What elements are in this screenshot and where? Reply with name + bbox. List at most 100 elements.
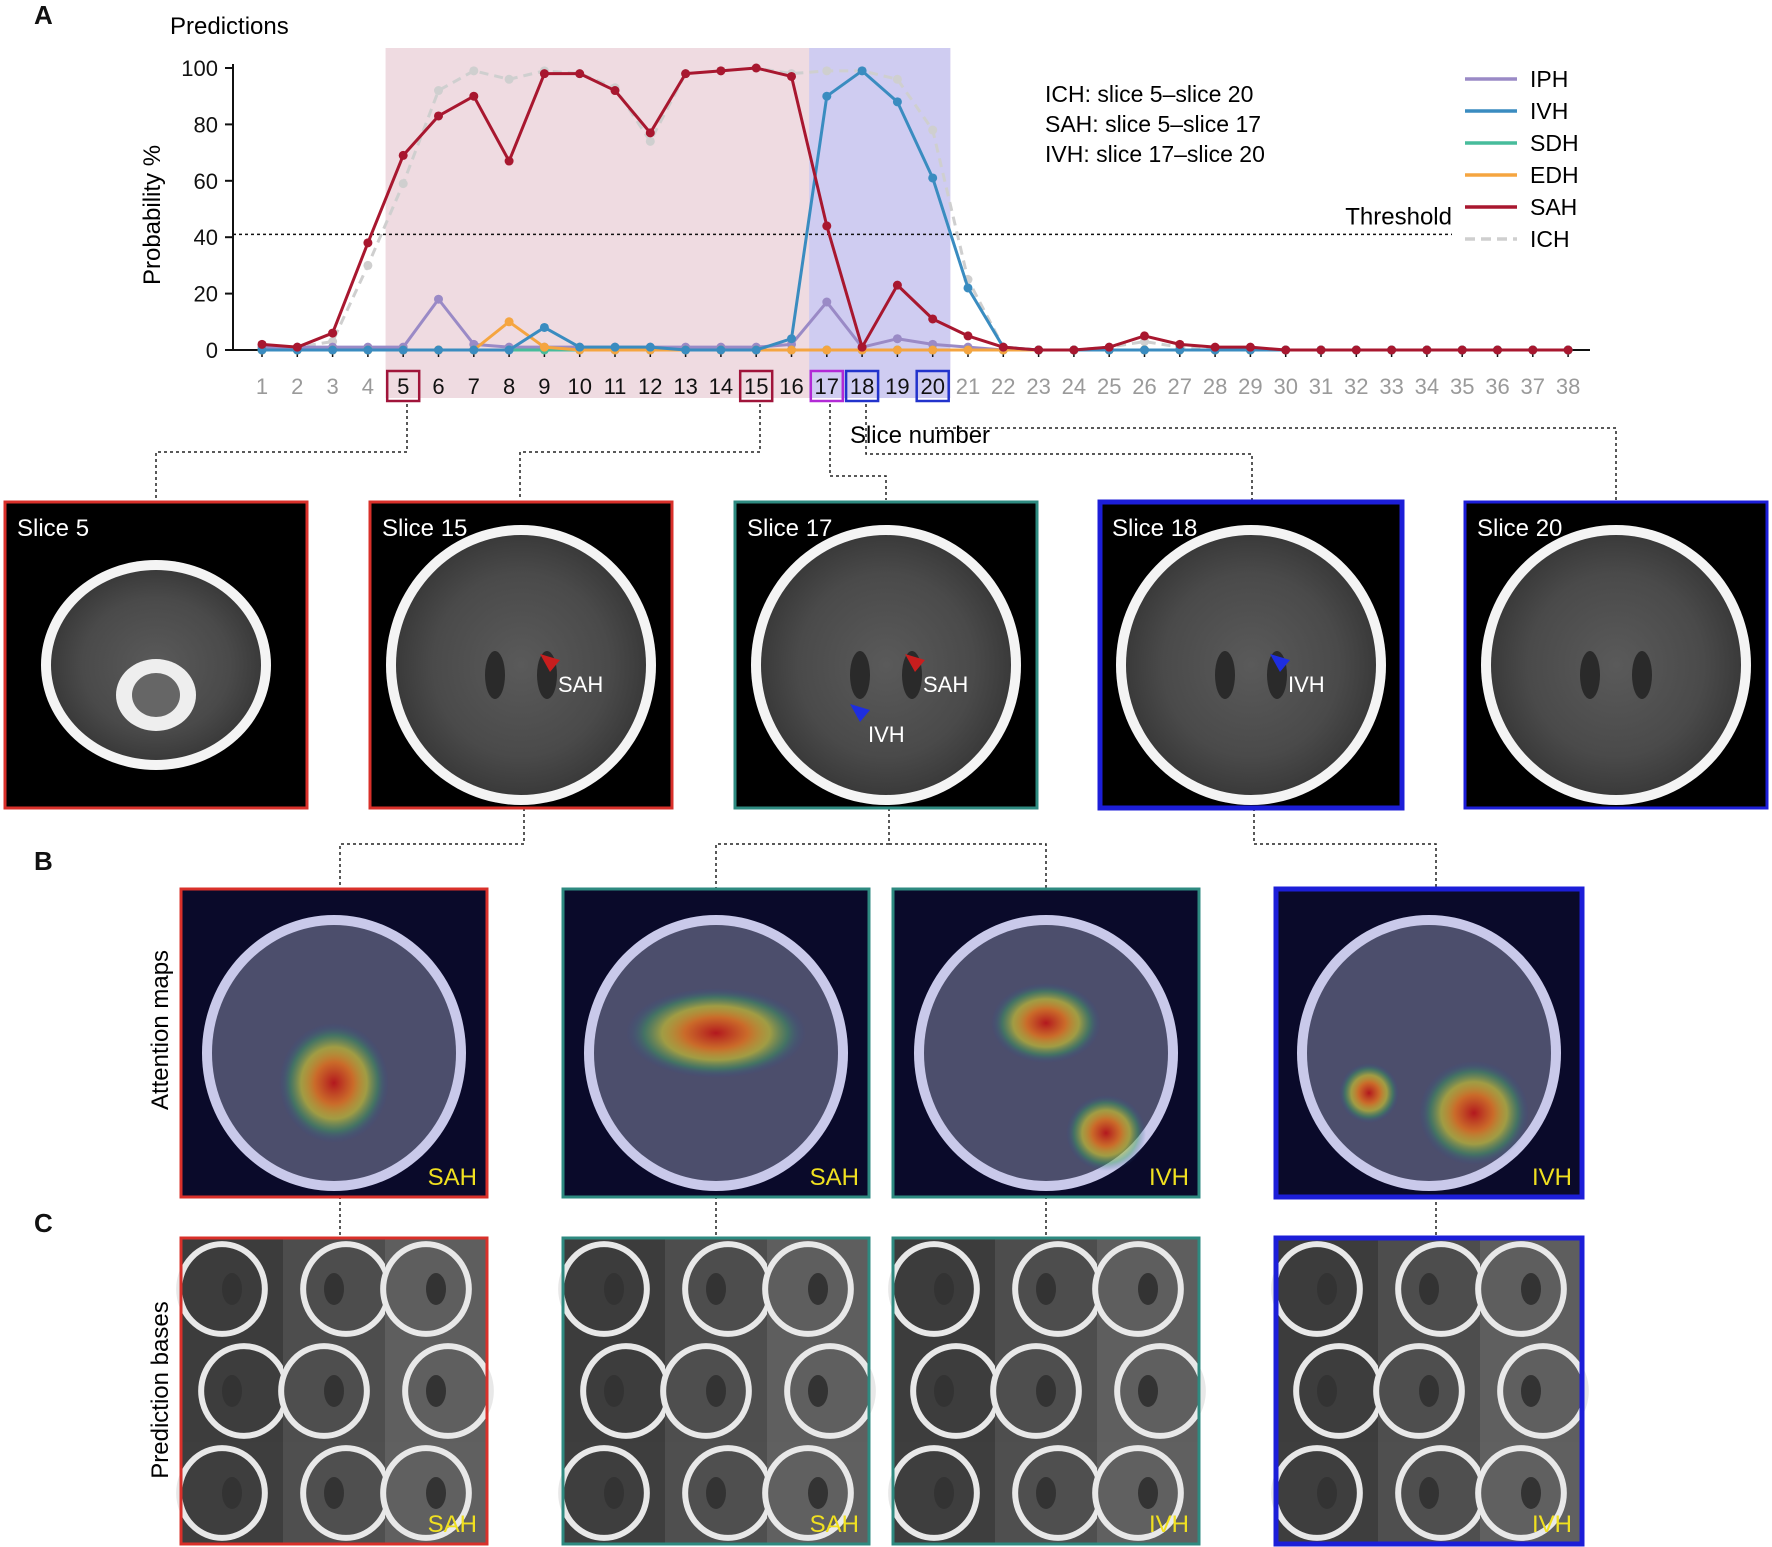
attention-panel-2: SAH <box>561 887 871 1199</box>
tile-ventricle <box>1419 1477 1439 1509</box>
tile-skull <box>1373 1343 1465 1439</box>
x-tick-label-28: 28 <box>1203 374 1227 399</box>
point-sah-17 <box>822 221 832 231</box>
tile-ventricle <box>808 1375 828 1407</box>
tile-ventricle <box>426 1375 446 1407</box>
attention-heat <box>626 988 806 1078</box>
tile-ventricle <box>706 1477 726 1509</box>
point-iph-19 <box>892 334 902 344</box>
tile-ventricle <box>1521 1273 1541 1305</box>
tile-skull <box>278 1343 370 1439</box>
x-tick-label-13: 13 <box>673 374 697 399</box>
point-ivh-10 <box>575 342 585 352</box>
tile-skull <box>402 1343 494 1439</box>
series-line-ich <box>262 66 1569 352</box>
point-sah-30 <box>1281 345 1291 355</box>
panel-letter-c: C <box>34 1208 53 1238</box>
point-sah-28 <box>1210 342 1220 352</box>
tile-skull <box>660 1343 752 1439</box>
point-ivh-19 <box>892 97 902 107</box>
point-sah-6 <box>434 111 443 121</box>
x-tick-label-15: 15 <box>744 374 768 399</box>
series-sah <box>257 63 1573 355</box>
tile-ventricle <box>426 1477 446 1509</box>
ventricle <box>1580 651 1600 699</box>
point-sah-27 <box>1175 339 1185 349</box>
x-tick-label-2: 2 <box>291 374 303 399</box>
bases-tile <box>888 1442 995 1544</box>
y-tick-label-0: 0 <box>206 338 218 363</box>
attention-heat <box>1339 1063 1399 1123</box>
legend-label-edh: EDH <box>1530 162 1579 188</box>
point-sah-38 <box>1563 345 1573 355</box>
attention-tag: SAH <box>810 1164 859 1191</box>
point-ivh-12 <box>645 342 655 352</box>
point-ich-19 <box>892 74 902 84</box>
legend-label-ivh: IVH <box>1530 98 1568 124</box>
x-tick-label-35: 35 <box>1450 374 1474 399</box>
point-ivh-11 <box>610 342 620 352</box>
x-tick-label-17: 17 <box>815 374 839 399</box>
ct-arrow <box>850 704 870 722</box>
attention-heat <box>991 983 1101 1063</box>
point-sah-15 <box>751 63 761 73</box>
bases-panel-2: SAH <box>558 1236 876 1546</box>
bases-frame <box>561 1236 871 1546</box>
point-sah-13 <box>681 69 691 79</box>
point-sah-5 <box>398 150 408 160</box>
tile-ventricle <box>1138 1273 1158 1305</box>
bases-tile <box>665 1238 774 1340</box>
point-ivh-18 <box>857 66 867 76</box>
point-sah-2 <box>292 342 302 352</box>
point-sah-1 <box>257 339 267 349</box>
point-sah-10 <box>575 69 585 79</box>
point-edh-16 <box>787 345 796 355</box>
bases-tile <box>660 1340 767 1442</box>
bases-tile <box>278 1340 385 1442</box>
tile-skull <box>1497 1343 1589 1439</box>
tile-ventricle <box>1317 1273 1337 1305</box>
x-tick-label-6: 6 <box>432 374 444 399</box>
point-sah-37 <box>1528 345 1538 355</box>
bases-tile <box>1475 1442 1582 1544</box>
x-tick-label-7: 7 <box>468 374 480 399</box>
point-sah-8 <box>504 156 514 166</box>
ct-slice-label: Slice 18 <box>1112 515 1197 542</box>
x-tick-label-16: 16 <box>779 374 803 399</box>
y-ticks: 0 20 40 60 80 100 <box>181 56 233 363</box>
x-tick-label-10: 10 <box>567 374 591 399</box>
tile-ventricle <box>1036 1477 1056 1509</box>
attention-map-row: SAH SAH IVH IVH <box>179 886 1585 1200</box>
spinal-canal <box>132 673 180 717</box>
threshold-label: Threshold <box>1345 203 1452 230</box>
point-edh-20 <box>928 345 938 355</box>
bases-tile <box>380 1442 487 1544</box>
x-tick-label-18: 18 <box>850 374 874 399</box>
point-ich-8 <box>504 74 514 84</box>
tile-skull <box>558 1241 650 1337</box>
ct-panel-4: Slice 18 IVH <box>1097 499 1405 811</box>
bases-tile <box>665 1442 774 1544</box>
point-sah-20 <box>928 314 938 324</box>
point-ivh-7 <box>469 345 479 355</box>
tile-skull <box>990 1343 1082 1439</box>
tile-ventricle <box>324 1273 344 1305</box>
point-ivh-13 <box>681 345 691 355</box>
point-sah-9 <box>539 69 549 79</box>
chart-annotation-2: IVH: slice 17–slice 20 <box>1045 141 1265 167</box>
ct-arrow <box>1270 654 1290 672</box>
point-ich-12 <box>645 136 655 146</box>
point-ich-4 <box>363 260 373 270</box>
bases-frame <box>1273 1235 1585 1547</box>
bases-tile <box>1480 1340 1589 1442</box>
tile-ventricle <box>1138 1477 1158 1509</box>
x-tick-label-32: 32 <box>1344 374 1368 399</box>
connector-slice17 <box>829 404 887 500</box>
y-axis-label: Probability % <box>139 145 166 285</box>
point-ivh-20 <box>928 173 938 183</box>
point-ivh-16 <box>787 334 796 344</box>
x-tick-box-18 <box>844 369 880 403</box>
x-tick-box-20 <box>915 369 950 403</box>
